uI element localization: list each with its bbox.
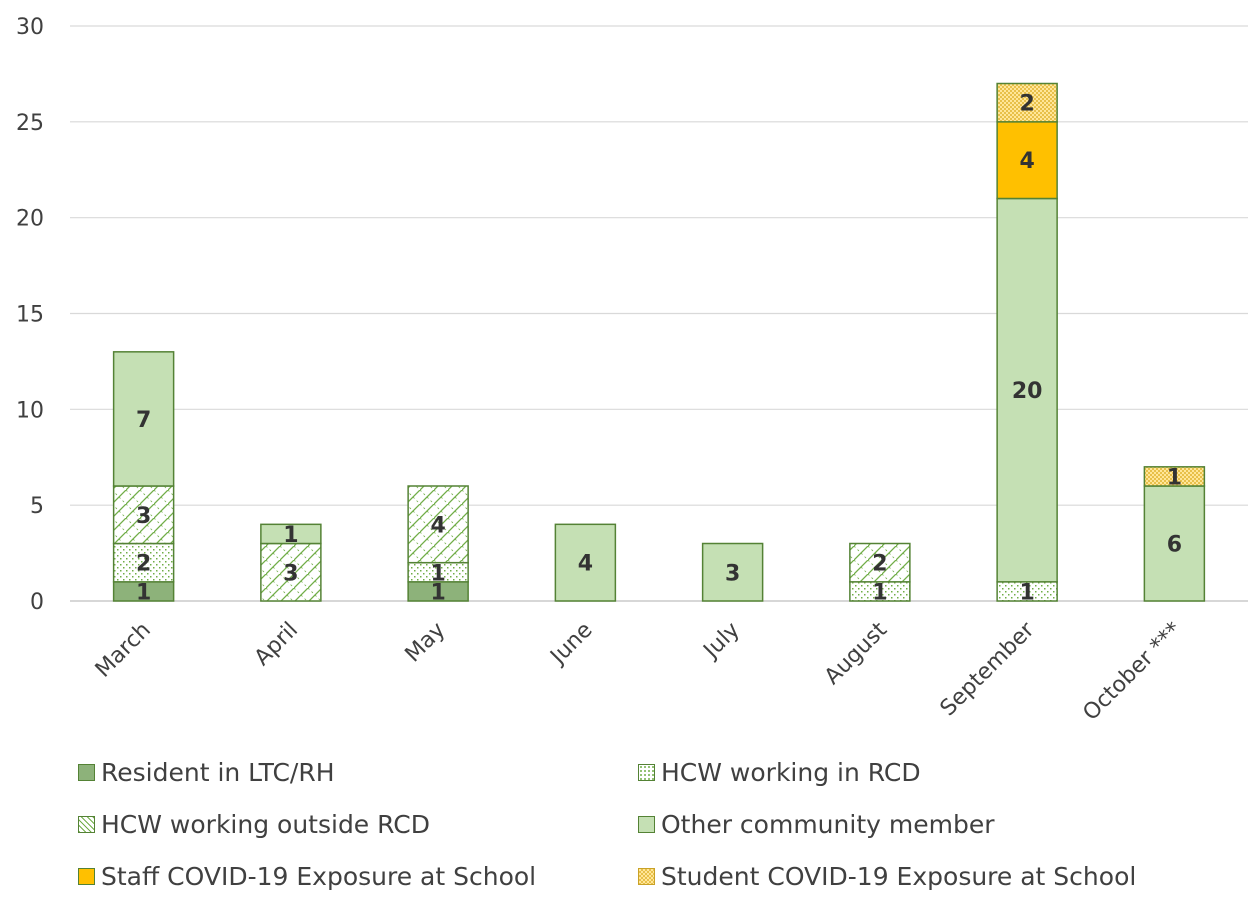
bar-segment [554,523,617,602]
bar-segment [407,485,469,564]
y-tick-label: 25 [16,111,44,136]
data-label: 7 [136,408,151,433]
legend-item: Student COVID-19 Exposure at School [638,862,1136,891]
legend-swatch [638,868,655,885]
data-label: 2 [1019,92,1034,117]
y-tick-label: 0 [30,590,44,615]
x-tick-label: May [401,618,451,668]
data-label: 1 [430,580,445,605]
y-tick-label: 10 [16,398,44,423]
legend-label: Other community member [661,810,995,839]
legend-label: HCW working outside RCD [101,810,430,839]
bar-segment [849,542,911,583]
x-tick-label: June [545,618,598,671]
bar-segment [996,121,1058,200]
data-label: 4 [578,552,593,577]
legend-swatch [78,868,95,885]
x-tick-label: September [936,617,1040,721]
data-label: 3 [136,504,151,529]
bar-segment [260,542,322,602]
bar-segment [996,82,1058,123]
y-tick-label: 30 [16,15,44,40]
legend-label: Resident in LTC/RH [101,758,335,787]
data-label: 2 [136,552,151,577]
y-tick-label: 5 [30,494,44,519]
gridlines [70,25,1248,602]
y-tick-label: 15 [16,303,44,328]
legend-label: Student COVID-19 Exposure at School [661,862,1137,891]
bar-segment [260,523,322,545]
x-axis-ticks: March April May June July August September Octo… [91,617,1187,726]
x-tick-label: March [91,618,156,683]
legend-swatch [638,764,655,781]
legend-item: HCW working outside RCD [78,810,430,839]
data-label: 2 [872,552,887,577]
data-label: 3 [283,561,298,586]
bar-segment [996,197,1058,583]
data-label: 1 [283,523,298,548]
data-label: 6 [1167,533,1182,558]
x-tick-label: August [820,617,892,689]
legend-item: Staff COVID-19 Exposure at School [78,862,536,891]
legend-swatch [78,816,95,833]
x-tick-label: July [698,618,745,665]
bars [112,82,1206,602]
data-label: 1 [136,580,151,605]
y-axis-ticks: 0 5 10 15 20 25 30 [16,15,44,615]
bar-segment [1143,466,1206,487]
legend-item: Other community member [638,810,994,839]
y-tick-label: 20 [16,207,44,232]
data-label: 1 [872,580,887,605]
data-label: 1 [1167,465,1182,490]
legend-item: Resident in LTC/RH [78,758,335,787]
x-tick-label: April [250,618,303,671]
data-label: 4 [1019,149,1034,174]
data-label: 20 [1012,379,1043,404]
data-label: 3 [725,561,740,586]
legend-swatch [78,764,95,781]
data-label: 4 [430,513,445,538]
bar-segment [701,542,764,602]
bar-segment [112,351,175,487]
legend-item: HCW working in RCD [638,758,921,787]
data-label: 1 [430,561,445,586]
legend-label: Staff COVID-19 Exposure at School [101,862,537,891]
legend-label: HCW working in RCD [661,758,921,787]
bar-segment [1143,485,1206,602]
data-label: 1 [1019,580,1034,605]
legend-swatch [638,816,655,833]
x-tick-label: October *** [1078,618,1186,726]
